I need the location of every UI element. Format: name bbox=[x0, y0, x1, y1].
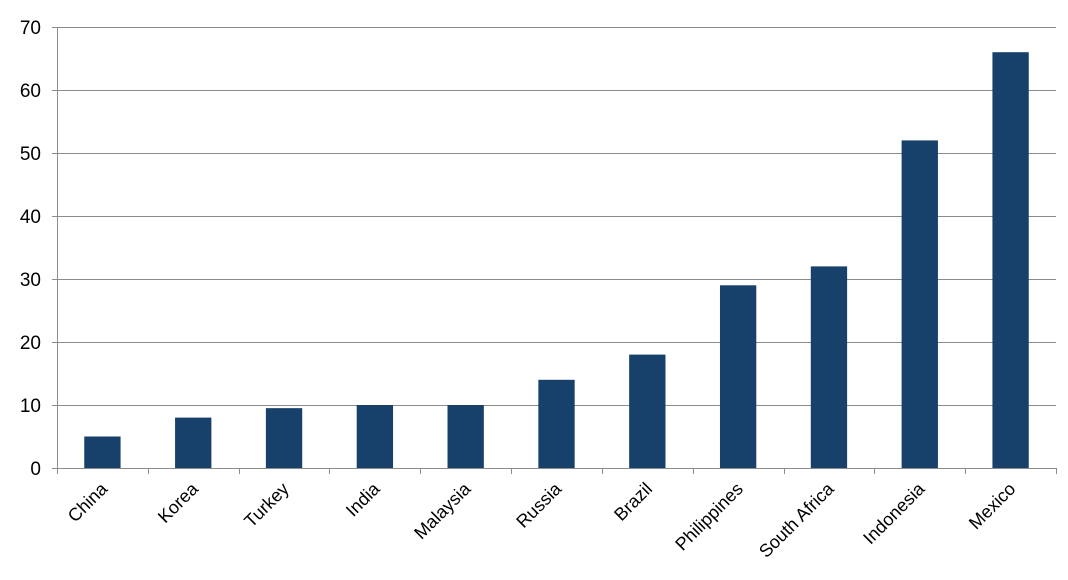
x-tick-label: Turkey bbox=[240, 479, 293, 532]
x-tick-label: South Africa bbox=[755, 478, 838, 561]
bar-india bbox=[356, 405, 394, 468]
x-tick-label: India bbox=[342, 478, 384, 520]
y-tick-label: 60 bbox=[20, 81, 41, 102]
bar-russia bbox=[538, 379, 575, 468]
y-tick-label: 30 bbox=[20, 270, 41, 291]
y-tick-label: 0 bbox=[30, 459, 41, 480]
bar-korea bbox=[175, 417, 212, 468]
x-tick-label: China bbox=[64, 478, 112, 526]
y-tick-label: 10 bbox=[20, 396, 41, 417]
x-tick-label: Mexico bbox=[965, 479, 1019, 533]
bar-china bbox=[84, 436, 121, 468]
x-tick-label: Indonesia bbox=[859, 478, 929, 548]
bar-mexico bbox=[992, 52, 1029, 468]
gridlines bbox=[57, 27, 1056, 406]
x-tick-label: Malaysia bbox=[410, 478, 475, 543]
x-axis-tick-labels: China Korea Turkey India Malaysia Russia Brazi… bbox=[64, 478, 1020, 561]
bar-south-africa bbox=[810, 266, 848, 468]
y-tick-label: 70 bbox=[20, 18, 41, 39]
bar-malaysia bbox=[447, 405, 484, 468]
x-tick-label: Russia bbox=[512, 478, 566, 532]
bar-philippines bbox=[719, 285, 757, 468]
y-tick-label: 40 bbox=[20, 207, 41, 228]
x-tick-label: Korea bbox=[154, 478, 203, 527]
y-tick-label: 20 bbox=[20, 333, 41, 354]
bars bbox=[84, 52, 1029, 468]
y-tick-label: 50 bbox=[20, 144, 41, 165]
bar-brazil bbox=[629, 354, 666, 468]
y-axis-tick-labels: 0 10 20 30 40 50 60 70 bbox=[20, 18, 41, 480]
bar-turkey bbox=[265, 408, 303, 468]
x-tick-label: Brazil bbox=[610, 479, 656, 525]
bar-indonesia bbox=[901, 140, 938, 468]
x-tick-label: Philippines bbox=[671, 479, 747, 555]
axes bbox=[52, 27, 1057, 474]
